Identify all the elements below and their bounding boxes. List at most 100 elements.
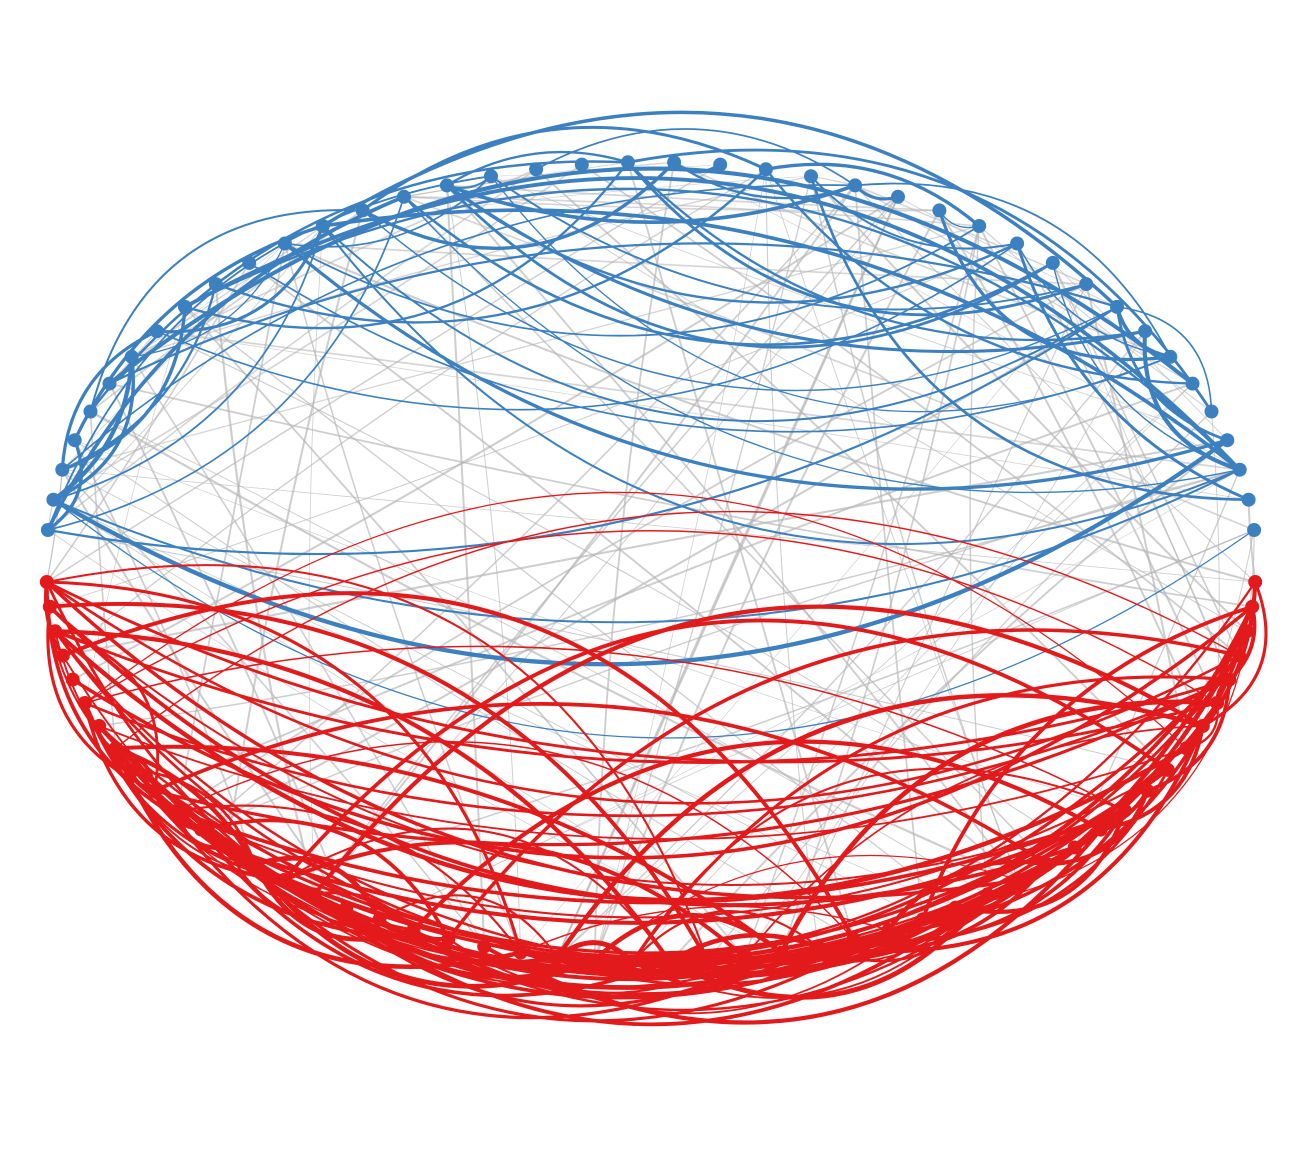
gray-edge (744, 330, 1146, 958)
red-edge (282, 618, 1170, 882)
gray-edge (631, 383, 1193, 963)
red-edge (114, 746, 415, 932)
red-node (625, 954, 640, 969)
red-node (441, 931, 456, 946)
red-edge (70, 604, 1254, 860)
red-node (587, 953, 602, 968)
gray-edge (593, 209, 941, 962)
red-node (277, 873, 291, 887)
red-edge (253, 580, 1257, 958)
gray-edge (594, 168, 767, 961)
red-edge (84, 491, 1188, 749)
blue-edge (445, 184, 1019, 304)
blue-edge (490, 175, 1088, 311)
red-edge (114, 510, 1240, 750)
red-node (372, 912, 387, 927)
network-nodes (39, 155, 1263, 969)
blue-edge (46, 305, 1119, 556)
gray-edge (90, 411, 988, 895)
blue-node (208, 277, 223, 292)
red-edge (555, 940, 635, 965)
red-node (65, 672, 80, 687)
red-edge (312, 892, 990, 1027)
blue-edge (445, 183, 857, 224)
blue-node (397, 189, 411, 204)
gray-edge (47, 168, 537, 531)
gray-edge (45, 262, 251, 583)
red-node (247, 857, 262, 872)
red-node (774, 945, 789, 960)
red-edge (113, 746, 258, 867)
gray-edge (938, 209, 1204, 727)
red-node (1239, 624, 1254, 639)
red-edge (668, 893, 989, 968)
blue-node (1163, 349, 1178, 364)
gray-edge (46, 469, 63, 583)
blue-edge (321, 224, 1241, 546)
red-edge (378, 894, 559, 959)
blue-node (149, 324, 164, 339)
blue-edge (52, 499, 1255, 739)
blue-node (1241, 492, 1256, 507)
blue-edge (764, 168, 1194, 385)
gray-edge (156, 330, 1241, 471)
gray-edge (810, 175, 1248, 633)
red-edge (483, 918, 924, 1015)
blue-node (620, 155, 635, 170)
gray-edge (47, 529, 1169, 771)
blue-node (713, 157, 728, 172)
red-edge (52, 629, 1189, 903)
blue-node (1204, 404, 1219, 419)
blue-node (178, 299, 192, 314)
red-node (1011, 873, 1025, 887)
gray-edge (61, 468, 486, 948)
blue-node (804, 169, 818, 184)
blue-node (891, 189, 905, 204)
blue-edge (52, 468, 1241, 624)
blue-node (355, 203, 370, 218)
blue-edge (854, 182, 1172, 358)
red-node (307, 887, 322, 902)
red-node (915, 912, 930, 927)
blue-edge (248, 262, 1172, 433)
blue-edge (156, 242, 1018, 411)
gray-edge (854, 184, 1087, 285)
red-node (513, 945, 528, 960)
blue-edge (46, 194, 406, 532)
red-node (339, 900, 354, 915)
gray-edge (594, 175, 812, 961)
blue-edge (1116, 306, 1213, 413)
blue-node (277, 236, 292, 251)
gray-edge (176, 283, 1088, 812)
red-node (550, 950, 565, 965)
red-edge (519, 905, 890, 954)
red-node (1117, 803, 1132, 818)
blue-edge (810, 175, 1019, 250)
gray-edge (52, 163, 583, 501)
blue-node (758, 162, 773, 177)
red-node (1093, 822, 1108, 837)
red-node (127, 762, 142, 777)
red-node (1195, 719, 1210, 733)
gray-edge (49, 242, 1018, 608)
blue-edge (626, 161, 1147, 342)
blue-edge (47, 195, 405, 531)
gray-edge (1052, 262, 1240, 657)
red-edge (113, 746, 523, 970)
blue-node (1110, 299, 1124, 314)
red-edge (45, 580, 1219, 764)
red-node (1160, 762, 1175, 777)
blue-edge (1142, 329, 1242, 472)
red-edge (1145, 677, 1232, 793)
gray-edge (184, 306, 957, 909)
blue-node (83, 404, 98, 419)
red-edge (48, 605, 1126, 886)
gray-edge (200, 468, 1241, 831)
blue-edge (183, 161, 630, 330)
blue-edge (1016, 242, 1172, 358)
gray-edge (283, 242, 1257, 584)
red-node (77, 696, 92, 710)
red-edge (313, 891, 416, 932)
blue-edge (89, 209, 364, 413)
blue-edge (403, 196, 1241, 494)
